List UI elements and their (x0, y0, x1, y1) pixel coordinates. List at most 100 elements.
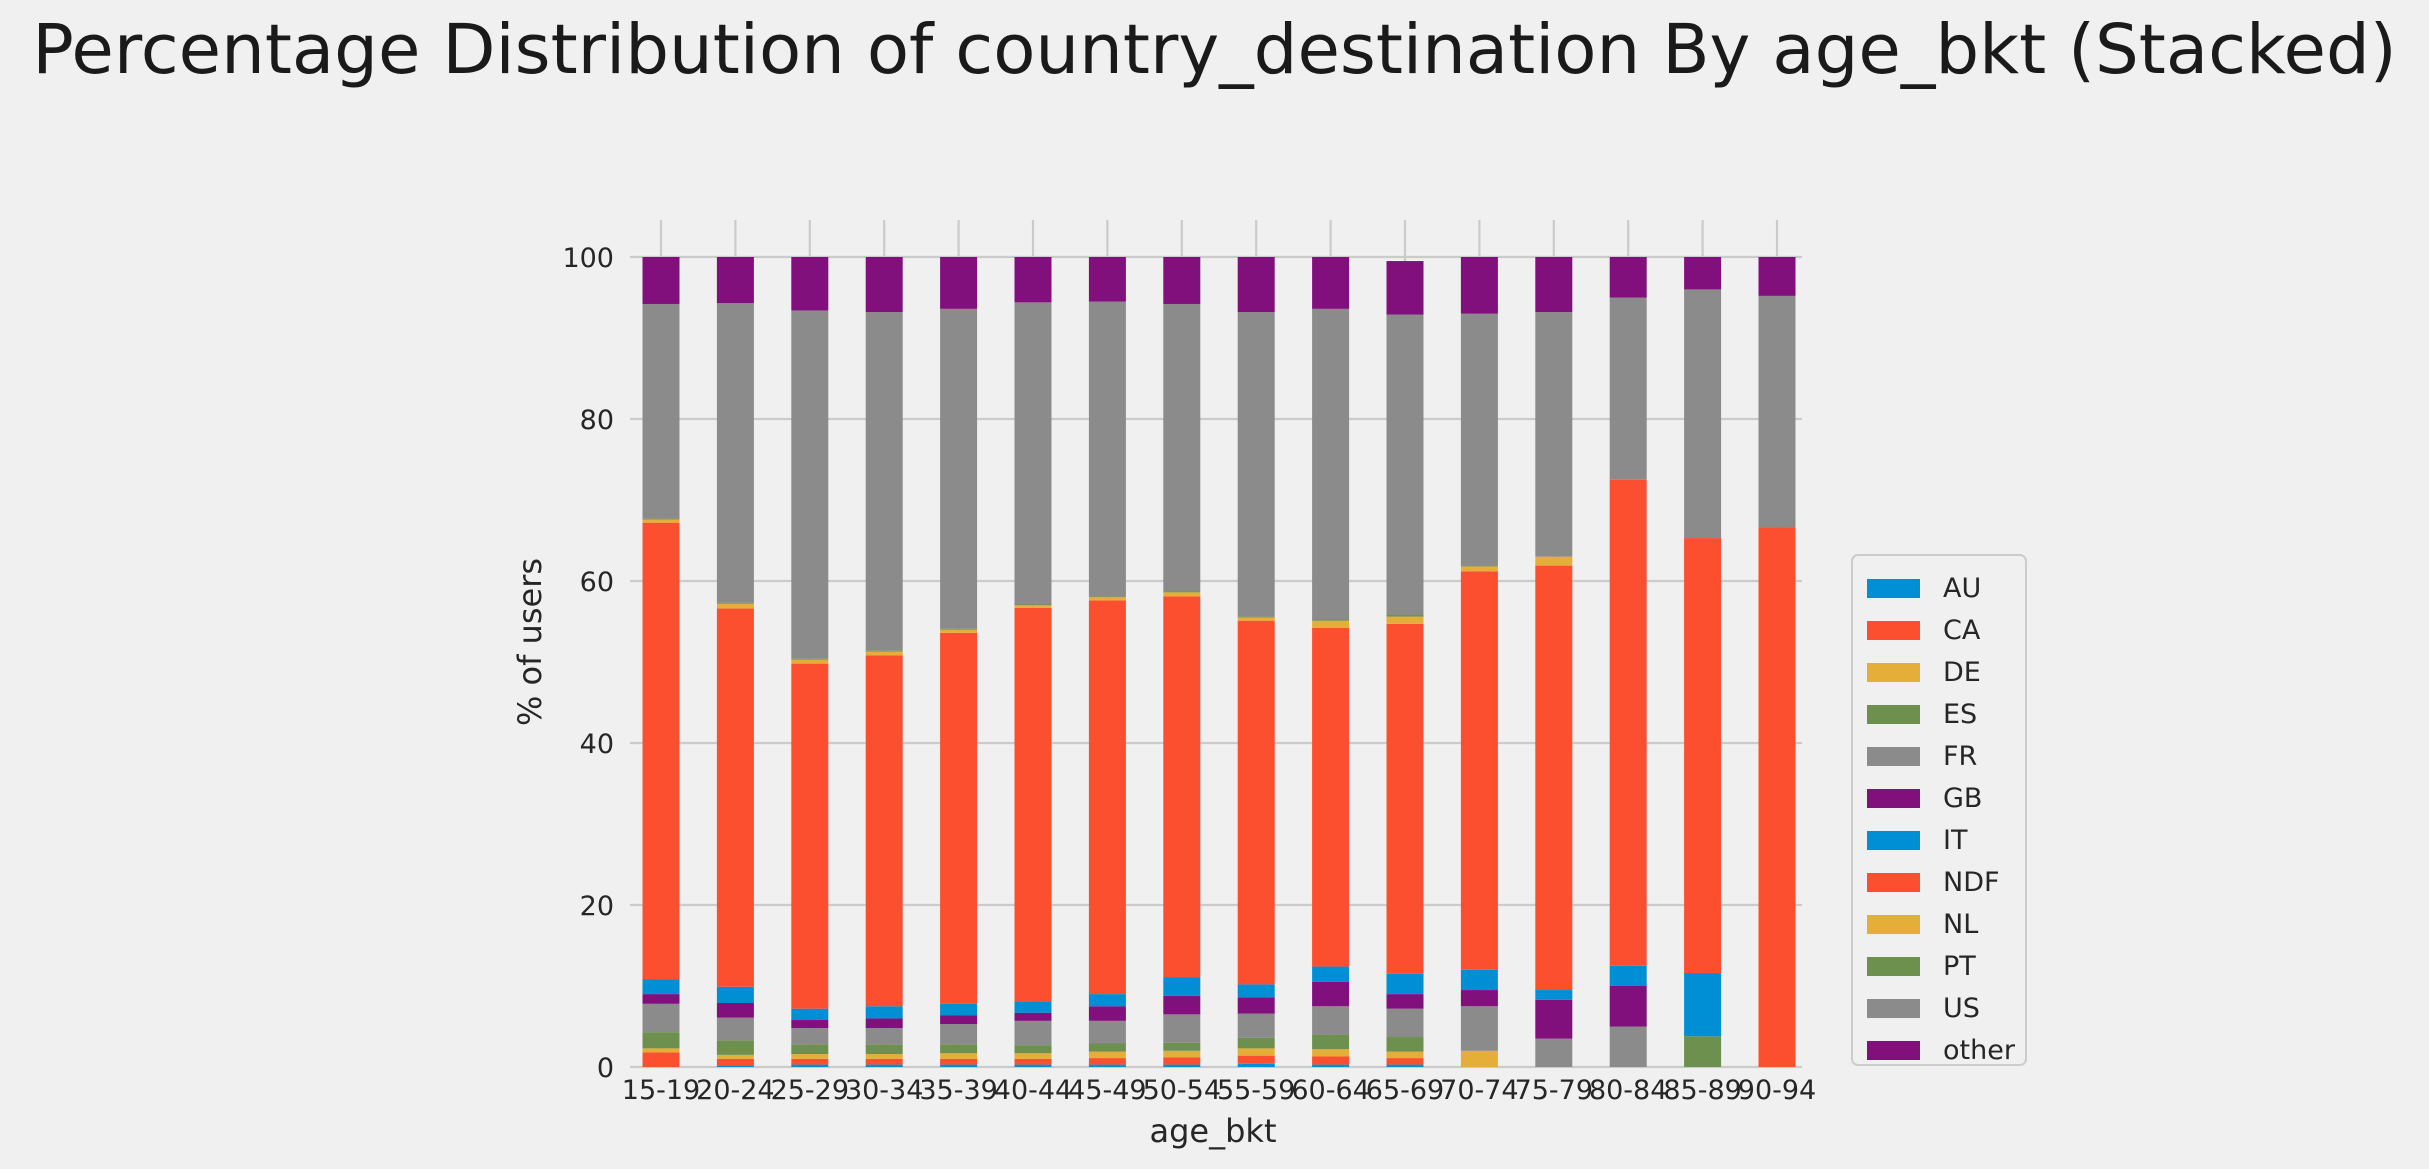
bar-segment-it-30-34 (865, 1006, 903, 1019)
bar-segment-ca-90-94 (1758, 1060, 1796, 1067)
bar-segment-it-45-49 (1088, 994, 1126, 1007)
bar-segment-us-45-49 (1088, 301, 1126, 597)
bar-segment-pt-15-19 (642, 518, 680, 520)
y-tick-label: 20 (580, 891, 614, 922)
bar-segment-fr-40-44 (1014, 1020, 1052, 1046)
bar-segment-it-15-19 (642, 979, 680, 995)
bar-segment-nl-40-44 (1014, 605, 1052, 608)
bar-segment-ca-45-49 (1088, 1058, 1126, 1065)
bar-segment-ndf-90-94 (1758, 527, 1796, 1061)
legend-box (1851, 554, 2027, 1066)
bar-segment-nl-75-79 (1535, 556, 1573, 566)
bar-segment-ca-25-29 (791, 1058, 829, 1065)
x-axis-label: age_bkt (1150, 1112, 1277, 1150)
bar-segment-fr-75-79 (1535, 1038, 1573, 1067)
bar-segment-de-50-54 (1163, 1050, 1201, 1058)
bar-segment-nl-30-34 (865, 651, 903, 656)
x-tick-label: 20-24 (696, 1075, 774, 1106)
bar-segment-other-45-49 (1088, 257, 1126, 302)
bar-segment-fr-15-19 (642, 1003, 680, 1033)
bar-segment-es-55-59 (1237, 1037, 1275, 1049)
legend-swatch-us (1867, 999, 1920, 1018)
bar-segment-gb-20-24 (716, 1003, 754, 1018)
bar-segment-au-20-24 (716, 1065, 754, 1067)
bar-segment-ca-20-24 (716, 1058, 754, 1066)
bar-segment-au-60-64 (1312, 1064, 1350, 1067)
bar-segment-other-50-54 (1163, 257, 1201, 304)
bar-segment-gb-50-54 (1163, 995, 1201, 1015)
bar-segment-nl-50-54 (1163, 592, 1201, 597)
bar-segment-ndf-85-89 (1684, 538, 1722, 974)
x-tick-label: 25-29 (771, 1075, 849, 1106)
bar-segment-de-40-44 (1014, 1053, 1052, 1059)
bar-segment-gb-35-39 (940, 1015, 978, 1025)
bar-segment-fr-50-54 (1163, 1014, 1201, 1043)
bar-segment-fr-25-29 (791, 1028, 829, 1045)
bar-segment-es-20-24 (716, 1040, 754, 1055)
bar-segment-ndf-20-24 (716, 608, 754, 987)
bar-segment-gb-45-49 (1088, 1006, 1126, 1021)
bar-segment-us-80-84 (1609, 297, 1647, 480)
bar-segment-it-20-24 (716, 986, 754, 1004)
bar-segment-au-50-54 (1163, 1064, 1201, 1067)
bar-segment-ca-65-69 (1386, 1058, 1424, 1065)
legend-swatch-ca (1867, 621, 1920, 640)
legend: AU CA DE ES FR GB IT NDF NL PT US other (1851, 554, 2027, 1066)
bar-segment-de-25-29 (791, 1054, 829, 1059)
bar-segment-it-70-74 (1460, 969, 1498, 991)
legend-label-it: IT (1943, 825, 1968, 856)
x-tick-label: 65-69 (1366, 1075, 1444, 1106)
bar-segment-fr-30-34 (865, 1028, 903, 1045)
bar-segment-us-15-19 (642, 303, 680, 519)
x-tick-label: 55-59 (1217, 1075, 1295, 1106)
x-tick-label: 40-44 (994, 1075, 1072, 1106)
bar-segment-es-35-39 (940, 1044, 978, 1054)
bar-segment-other-30-34 (865, 257, 903, 313)
bar-segment-nl-20-24 (716, 603, 754, 609)
bar-segment-it-50-54 (1163, 977, 1201, 996)
bar-segment-it-65-69 (1386, 973, 1424, 995)
bar-segment-it-40-44 (1014, 1001, 1052, 1013)
bar-segment-ca-30-34 (865, 1058, 903, 1065)
legend-label-de: DE (1943, 657, 1981, 688)
legend-label-pt: PT (1943, 951, 1976, 982)
bar-segment-au-35-39 (940, 1064, 978, 1067)
bar-segment-gb-75-79 (1535, 999, 1573, 1039)
x-tick-label: 35-39 (919, 1075, 997, 1106)
legend-label-ca: CA (1943, 615, 1981, 646)
legend-swatch-fr (1867, 747, 1920, 766)
bar-segment-de-55-59 (1237, 1048, 1275, 1056)
legend-swatch-other (1867, 1041, 1920, 1060)
bar-segment-ndf-60-64 (1312, 627, 1350, 967)
bar-segment-ca-15-19 (642, 1052, 680, 1067)
bar-segment-ndf-80-84 (1609, 479, 1647, 966)
bar-segment-au-65-69 (1386, 1064, 1424, 1067)
bar-segment-nl-15-19 (642, 519, 680, 523)
bars-layer (642, 257, 1796, 1067)
bar-segment-gb-30-34 (865, 1018, 903, 1029)
bar-segment-ndf-30-34 (865, 655, 903, 1007)
legend-label-us: US (1943, 993, 1980, 1024)
bar-segment-ndf-40-44 (1014, 607, 1052, 1002)
bar-segment-gb-70-74 (1460, 990, 1498, 1007)
bar-segment-us-40-44 (1014, 302, 1052, 605)
y-axis-label: % of users (511, 558, 549, 726)
x-tick-label: 70-74 (1440, 1075, 1518, 1106)
bar-segment-fr-60-64 (1312, 1006, 1350, 1035)
bar-segment-us-85-89 (1684, 289, 1722, 539)
bar-segment-pt-65-69 (1386, 615, 1424, 617)
bar-segment-es-85-89 (1684, 1036, 1722, 1067)
bar-segment-it-35-39 (940, 1003, 978, 1016)
legend-label-gb: GB (1943, 783, 1982, 814)
bar-segment-de-20-24 (716, 1054, 754, 1059)
bar-segment-ndf-25-29 (791, 663, 829, 1009)
bar-segment-ndf-75-79 (1535, 565, 1573, 991)
bar-segment-fr-65-69 (1386, 1008, 1424, 1038)
bar-segment-us-20-24 (716, 303, 754, 603)
legend-label-au: AU (1943, 573, 1981, 604)
bar-segment-es-25-29 (791, 1044, 829, 1055)
bar-segment-us-60-64 (1312, 308, 1350, 620)
bar-segment-pt-30-34 (865, 650, 903, 652)
bar-segment-de-45-49 (1088, 1051, 1126, 1059)
